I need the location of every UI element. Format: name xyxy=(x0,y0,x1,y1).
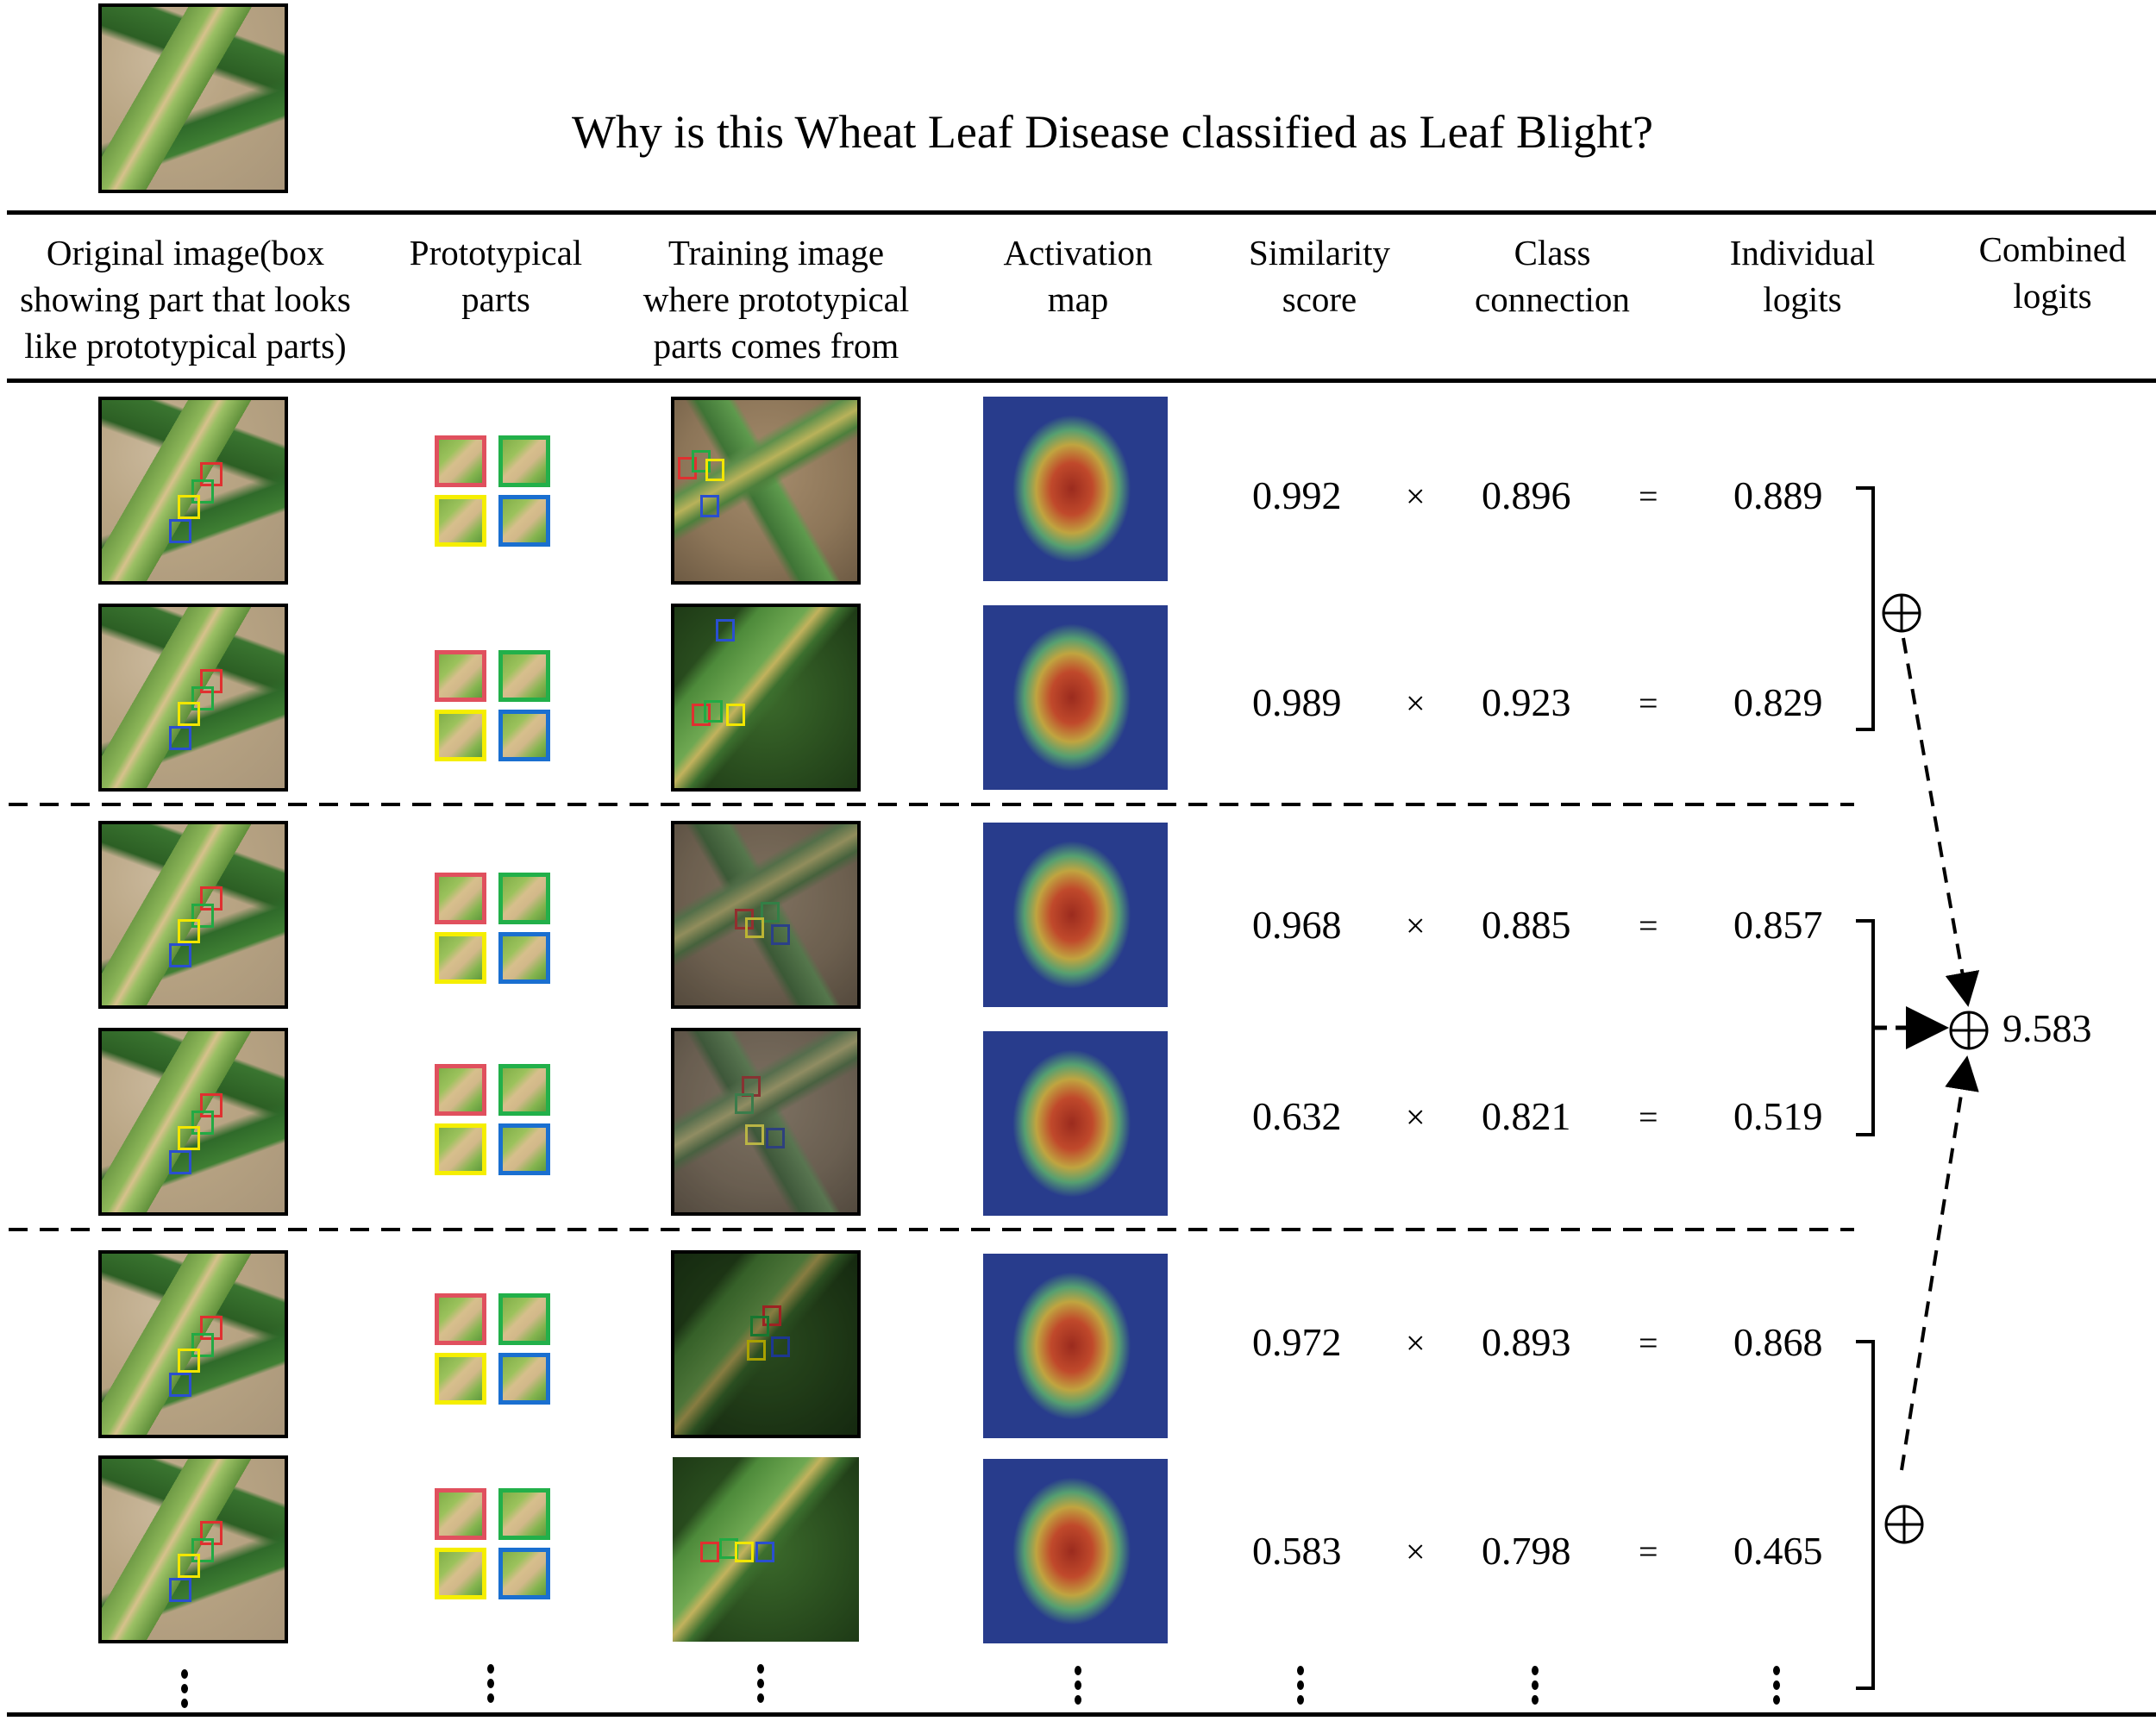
bracket-group-2 xyxy=(1856,919,1875,1136)
original-image-with-boxes xyxy=(98,604,288,792)
original-image-with-boxes xyxy=(98,821,288,1009)
class-connection: 0.798 xyxy=(1482,1529,1571,1573)
bracket-group-1 xyxy=(1856,486,1875,731)
similarity-score: 0.632 xyxy=(1252,1094,1342,1138)
similarity-score: 0.989 xyxy=(1252,680,1342,724)
class-connection: 0.893 xyxy=(1482,1320,1571,1364)
training-image xyxy=(671,821,861,1009)
individual-logit: 0.868 xyxy=(1733,1320,1823,1364)
header-activation: Activation map xyxy=(1003,233,1153,319)
activation-map xyxy=(983,605,1168,790)
ellipsis-similarity xyxy=(1297,1661,1306,1710)
original-image-with-boxes xyxy=(98,397,288,585)
similarity-score: 0.583 xyxy=(1252,1529,1342,1573)
individual-logit: 0.857 xyxy=(1733,903,1823,947)
ellipsis-individual-logits xyxy=(1773,1661,1782,1710)
similarity-score: 0.992 xyxy=(1252,473,1342,517)
equals-symbol: = xyxy=(1639,906,1658,945)
activation-map xyxy=(983,397,1168,581)
multiply-symbol: × xyxy=(1406,684,1426,723)
arrow-group-3 xyxy=(1900,1055,1979,1471)
individual-logit: 0.829 xyxy=(1733,680,1823,724)
equals-symbol: = xyxy=(1639,1098,1658,1136)
class-connection: 0.885 xyxy=(1482,903,1571,947)
header-individual-logits: Individual logits xyxy=(1729,233,1876,319)
ellipsis-prototypes xyxy=(487,1659,496,1708)
combined-logit-value: 9.583 xyxy=(2002,1006,2092,1050)
header-similarity: Similarity score xyxy=(1249,233,1390,319)
query-image xyxy=(98,3,288,193)
individual-logit: 0.889 xyxy=(1733,473,1823,517)
ellipsis-class-connection xyxy=(1532,1661,1540,1710)
class-connection: 0.821 xyxy=(1482,1094,1571,1138)
training-image xyxy=(671,604,861,792)
header-original: Original image(box showing part that look… xyxy=(20,233,351,366)
bracket-group-3 xyxy=(1856,1340,1875,1690)
bottom-rule xyxy=(7,1712,2156,1717)
header-prototypes: Prototypical parts xyxy=(409,233,583,319)
multiply-symbol: × xyxy=(1406,1532,1426,1571)
training-image xyxy=(673,1457,859,1642)
top-rule xyxy=(7,210,2156,215)
activation-map xyxy=(983,1031,1168,1216)
ellipsis-activation xyxy=(1075,1661,1083,1710)
training-image xyxy=(671,397,861,585)
equals-symbol: = xyxy=(1639,684,1658,723)
multiply-symbol: × xyxy=(1406,477,1426,516)
equals-symbol: = xyxy=(1639,477,1658,516)
similarity-score: 0.968 xyxy=(1252,903,1342,947)
original-image-with-boxes xyxy=(98,1250,288,1438)
sum-icon-group-1 xyxy=(1882,593,1921,633)
equals-symbol: = xyxy=(1639,1324,1658,1362)
arrow-group-1 xyxy=(1902,637,1980,1007)
training-image xyxy=(671,1250,861,1438)
multiply-symbol: × xyxy=(1406,1324,1426,1362)
activation-map xyxy=(983,1459,1168,1643)
sum-icon-combined xyxy=(1949,1011,1989,1050)
equals-symbol: = xyxy=(1639,1532,1658,1571)
individual-logit: 0.465 xyxy=(1733,1529,1823,1573)
original-image-with-boxes xyxy=(98,1028,288,1216)
figure-title: Why is this Wheat Leaf Disease classifie… xyxy=(571,106,1654,158)
multiply-symbol: × xyxy=(1406,1098,1426,1136)
individual-logit: 0.519 xyxy=(1733,1094,1823,1138)
header-combined-logits: Combined logits xyxy=(1978,229,2127,316)
multiply-symbol: × xyxy=(1406,906,1426,945)
ellipsis-training xyxy=(757,1659,766,1708)
class-connection: 0.923 xyxy=(1482,680,1571,724)
header-training: Training image where prototypical parts co… xyxy=(642,233,910,366)
training-image xyxy=(671,1028,861,1216)
original-image-with-boxes xyxy=(98,1455,288,1643)
activation-map xyxy=(983,823,1168,1007)
header-rule xyxy=(7,379,2156,383)
similarity-score: 0.972 xyxy=(1252,1320,1342,1364)
ellipsis-original xyxy=(181,1664,190,1713)
header-class-connection: Class connection xyxy=(1475,233,1630,319)
sum-icon-group-3 xyxy=(1884,1505,1924,1544)
activation-map xyxy=(983,1254,1168,1438)
class-connection: 0.896 xyxy=(1482,473,1571,517)
